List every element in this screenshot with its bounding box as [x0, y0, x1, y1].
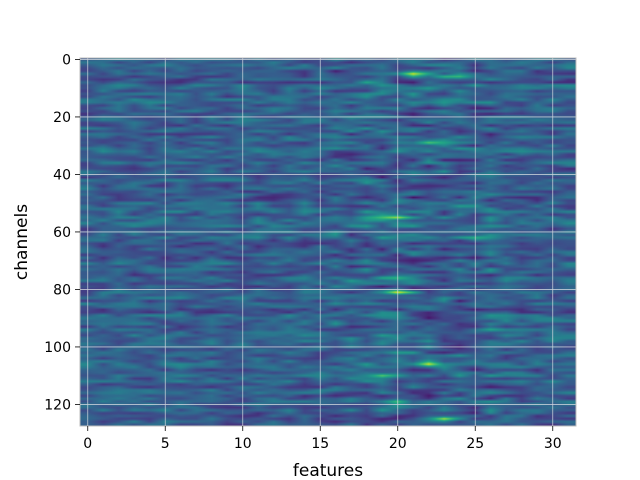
- x-axis-label: features: [293, 461, 363, 480]
- y-tick-label: 80: [53, 282, 71, 298]
- plot-frame: [79, 57, 577, 427]
- x-tick-label: 5: [161, 436, 170, 452]
- y-tick-label: 60: [53, 225, 71, 241]
- y-axis: 0 20 40 60 80 100 120: [44, 52, 80, 413]
- heatmap-image-container: [80, 58, 576, 426]
- y-tick-label: 120: [44, 397, 71, 413]
- x-axis: 0 5 10 15 20 25 30: [83, 426, 562, 452]
- heatmap-image: [80, 58, 576, 426]
- y-axis-label: channels: [12, 204, 32, 280]
- grid-lines: [80, 58, 576, 426]
- x-tick-label: 20: [389, 436, 407, 452]
- y-tick-label: 40: [53, 167, 71, 183]
- y-tick-label: 0: [62, 52, 71, 68]
- x-tick-label: 30: [544, 436, 562, 452]
- y-tick-label: 100: [44, 340, 71, 356]
- y-tick-label: 20: [53, 110, 71, 126]
- x-tick-label: 15: [311, 436, 329, 452]
- plot-area: [79, 57, 577, 427]
- x-tick-label: 25: [466, 436, 484, 452]
- x-tick-label: 0: [83, 436, 92, 452]
- x-tick-label: 10: [234, 436, 252, 452]
